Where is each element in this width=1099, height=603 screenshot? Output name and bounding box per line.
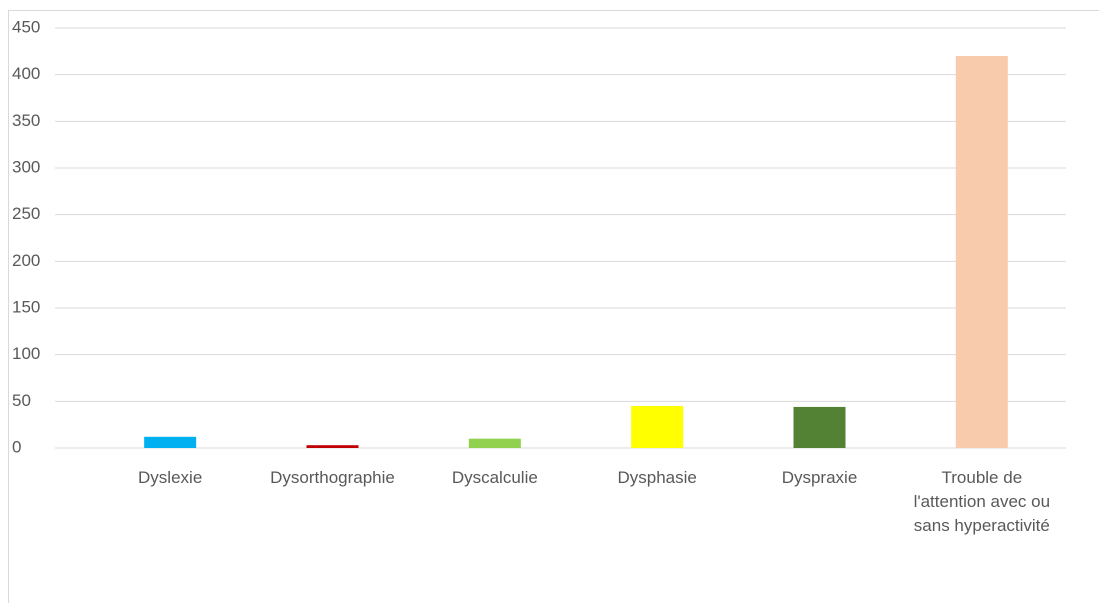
y-tick-label: 300 [12, 157, 40, 176]
y-tick-label: 350 [12, 111, 40, 130]
bar [955, 56, 1008, 448]
y-tick-label: 0 [12, 437, 21, 456]
x-tick-label: Trouble de l'attention avec ou sans hype… [913, 468, 1051, 535]
chart-border [8, 10, 1099, 603]
bar [468, 438, 521, 448]
y-tick-label: 50 [12, 391, 31, 410]
x-tick-label: Dyscalculie [451, 468, 538, 487]
y-tick-label: 400 [12, 64, 40, 83]
y-tick-label: 150 [12, 297, 40, 316]
x-tick-label: Dysphasie [617, 468, 697, 487]
bar [144, 436, 197, 448]
bar [306, 445, 359, 448]
y-tick-label: 100 [12, 344, 40, 363]
bar [793, 406, 846, 448]
y-tick-label: 250 [12, 204, 40, 223]
y-tick-label: 450 [12, 17, 40, 36]
bar [631, 406, 684, 448]
y-tick-label: 200 [12, 251, 40, 270]
x-tick-label: Dysorthographie [270, 468, 395, 487]
x-tick-label: Dyslexie [138, 468, 203, 487]
x-tick-label: Dyspraxie [781, 468, 858, 487]
